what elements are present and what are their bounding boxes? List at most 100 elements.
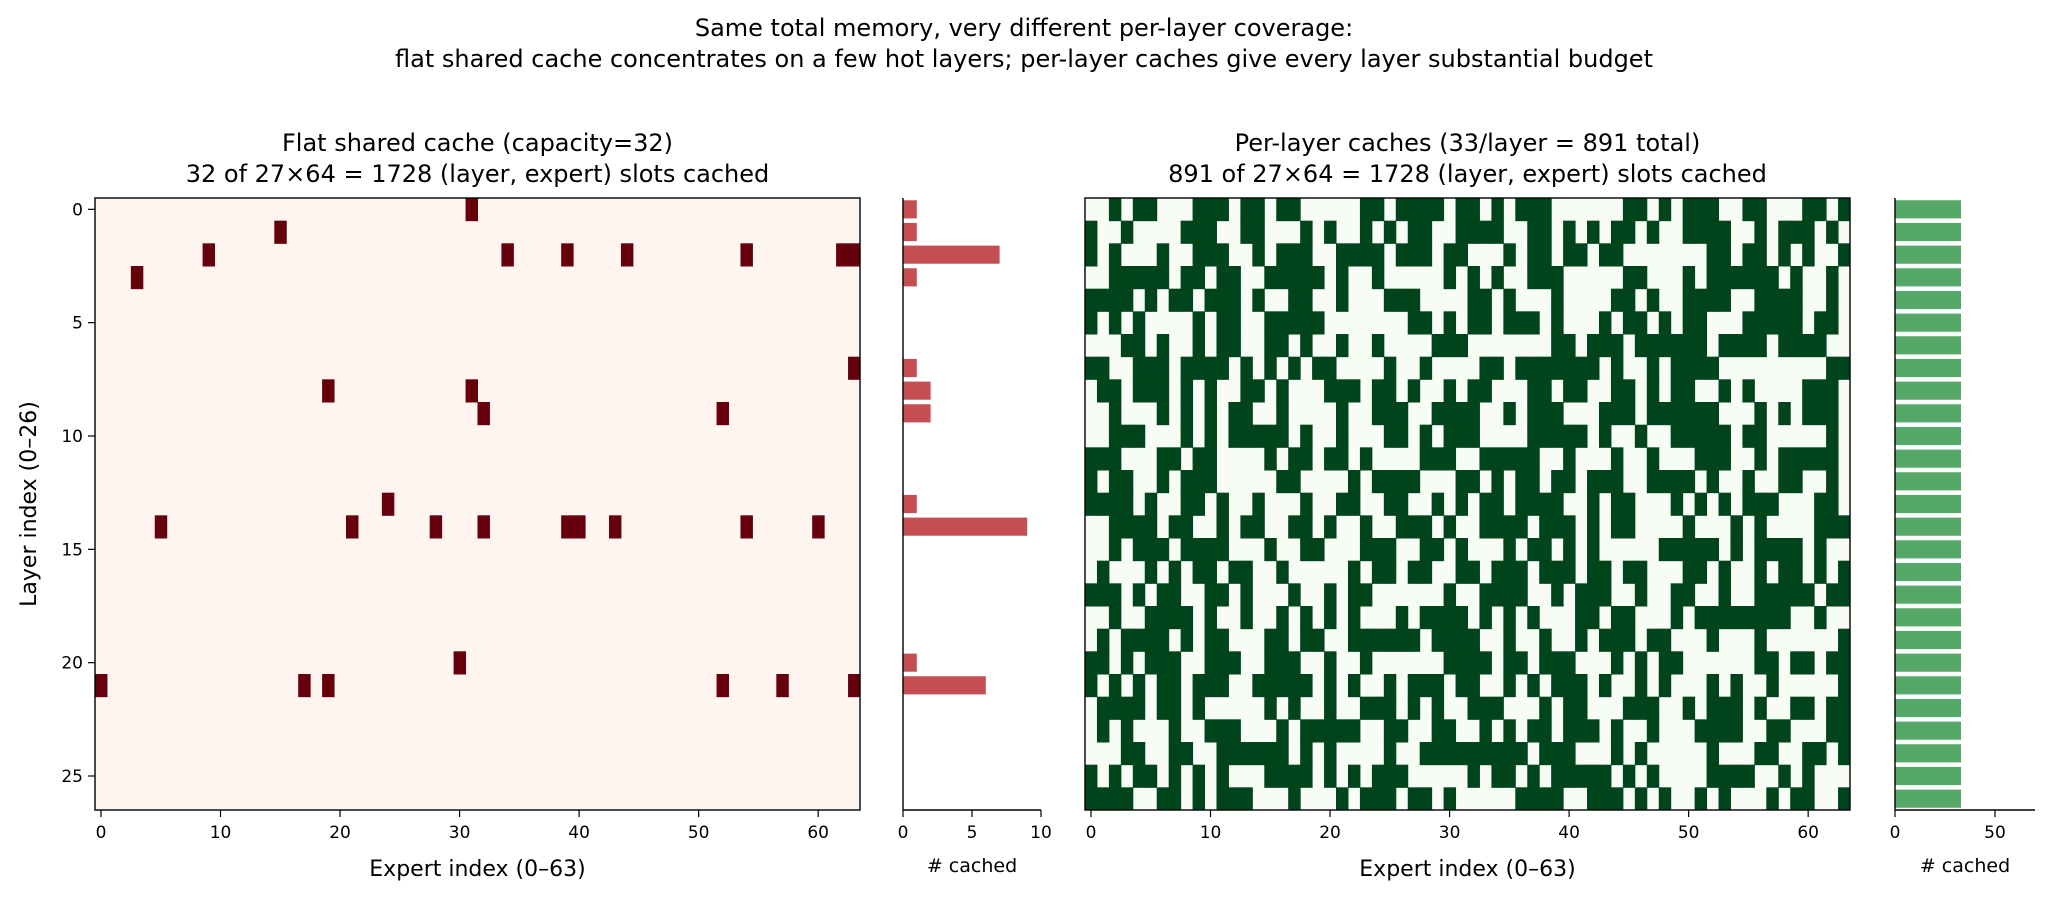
perlayer-heatmap-cell-cached: [1778, 334, 1791, 358]
perlayer-heatmap-cell-cached: [1838, 651, 1851, 675]
perlayer-heatmap-cell-cached: [1192, 696, 1206, 720]
perlayer-heatmap-cell-cached: [1395, 764, 1409, 788]
perlayer-heatmap-cell-cached: [1598, 243, 1612, 267]
perlayer-heatmap-cell-cached: [1443, 243, 1457, 267]
perlayer-heatmap-cell-cached: [1300, 243, 1313, 267]
perlayer-heatmap-cell-cached: [1610, 356, 1624, 380]
perlayer-heatmap-cell-cached: [1359, 696, 1373, 720]
perlayer-heatmap-cell-cached: [1467, 764, 1480, 788]
perlayer-heatmap-cell-cached: [1634, 742, 1648, 766]
perlayer-heatmap-cell-cached: [1407, 560, 1421, 584]
perlayer-heatmap-cell-cached: [1479, 696, 1492, 720]
flat-heatmap-cell-cached: [608, 515, 622, 539]
perlayer-heatmap-cell-cached: [1682, 560, 1696, 584]
perlayer-heatmap-cell-cached: [1431, 447, 1445, 471]
perlayer-heatmap-cell-cached: [1718, 583, 1731, 607]
perlayer-heatmap-cell-cached: [1527, 492, 1540, 516]
perlayer-heatmap-cell-cached: [1766, 674, 1779, 698]
perlayer-heatmap-cell-cached: [1551, 651, 1564, 675]
perlayer-heatmap-cell-cached: [1132, 515, 1146, 539]
perlayer-heatmap-cell-cached: [1622, 220, 1636, 244]
perlayer-heatmap-cell-cached: [1790, 560, 1803, 584]
perlayer-heatmap-cell-cached: [1491, 356, 1504, 380]
perlayer-heatmap-cell-cached: [1826, 266, 1839, 290]
perlayer-heatmap-cell-cached: [1264, 628, 1277, 652]
perlayer-heatmap-cell-cached: [1754, 651, 1767, 675]
perlayer-heatmap-cell-cached: [1096, 628, 1110, 652]
perlayer-heatmap-cell-cached: [1132, 674, 1146, 698]
perlayer-heatmap-cell-cached: [1096, 288, 1110, 312]
perlayer-heatmap-cell-cached: [1371, 402, 1385, 426]
perlayer-heatmap-cell-cached: [1120, 424, 1134, 448]
perlayer-heatmap-cell-cached: [1431, 334, 1445, 358]
perlayer-heatmap-cell-cached: [1634, 424, 1648, 448]
flat-heatmap-cell-cached: [573, 515, 586, 539]
perlayer-heatmap-cell-cached: [1108, 198, 1122, 222]
perlayer-heatmap-cell-cached: [1610, 719, 1624, 743]
perlayer-heatmap-cell-cached: [1120, 492, 1134, 516]
perlayer-heatmap-cell-cached: [1802, 651, 1815, 675]
flat-heatmap-ytick-label: 15: [61, 540, 83, 560]
perlayer-heatmap-cell-cached: [1718, 606, 1731, 630]
perlayer-heatmap-cell-cached: [1443, 787, 1457, 811]
flat-heatmap-cell-cached: [716, 402, 730, 426]
perlayer-heatmap-cell-cached: [1467, 424, 1480, 448]
flat-heatmap-cell-cached: [322, 674, 335, 698]
perlayer-heatmap-cell-cached: [1144, 538, 1158, 562]
perlayer-heatmap-cell-cached: [1455, 334, 1468, 358]
perlayer-heatmap-cell-cached: [1706, 220, 1720, 244]
flat-heatmap-xtick-label: 20: [329, 823, 351, 843]
perlayer-heatmap-cell-cached: [1670, 606, 1684, 630]
perlayer-heatmap-cell-cached: [1324, 515, 1337, 539]
perlayer-heatmap-cell-cached: [1192, 356, 1206, 380]
perlayer-heatmap-cell-cached: [1742, 266, 1755, 290]
perlayer-heatmap-xtick-label: 30: [1439, 823, 1461, 843]
perlayer-heatmap-cell-cached: [1395, 719, 1409, 743]
perlayer-heatmap-cell-cached: [1503, 719, 1516, 743]
perlayer-heatmap-cell-cached: [1300, 447, 1313, 471]
perlayer-heatmap-cell-cached: [1610, 742, 1624, 766]
perlayer-heatmap-cell-cached: [1276, 742, 1289, 766]
perlayer-heatmap-cell-cached: [1527, 764, 1540, 788]
perlayer-heatmap-cell-cached: [1180, 742, 1194, 766]
perlayer-heatmap-cell-cached: [1790, 470, 1803, 494]
perlayer-heatmap-frame: [1084, 197, 1851, 811]
perlayer-heatmap-cell-cached: [1634, 266, 1648, 290]
perlayer-heatmap-cell-cached: [1587, 560, 1600, 584]
perlayer-heatmap-cell-cached: [1598, 470, 1612, 494]
perlayer-heatmap-cell-cached: [1359, 787, 1373, 811]
perlayer-heatmap-cell-cached: [1646, 402, 1660, 426]
perlayer-heatmap-cell-cached: [1790, 288, 1803, 312]
perlayer-heatmap-cell-cached: [1443, 515, 1457, 539]
perlayer-heatmap-cell-cached: [1228, 402, 1241, 426]
perlayer-heatmap-cell-cached: [1120, 266, 1134, 290]
perlayer-heatmap-cell-cached: [1610, 470, 1624, 494]
perlayer-heatmap-cell-cached: [1622, 628, 1636, 652]
perlayer-heatmap-cell-cached: [1276, 674, 1289, 698]
perlayer-heatmap-cell-cached: [1730, 538, 1743, 562]
perlayer-heatmap-cell-cached: [1108, 764, 1122, 788]
perlayer-counts-bar: [1895, 472, 1961, 491]
perlayer-heatmap-cell-cached: [1180, 470, 1194, 494]
flat-counts-bar: [903, 517, 1028, 536]
perlayer-heatmap-cell-cached: [1443, 628, 1457, 652]
perlayer-heatmap-cell-cached: [1252, 243, 1265, 267]
perlayer-heatmap-cell-cached: [1192, 538, 1206, 562]
perlayer-heatmap-cell-cached: [1383, 628, 1397, 652]
perlayer-heatmap-cell-cached: [1120, 288, 1134, 312]
perlayer-heatmap-cell-cached: [1563, 764, 1576, 788]
perlayer-heatmap-cell-cached: [1264, 742, 1277, 766]
perlayer-counts-bar: [1895, 630, 1961, 650]
perlayer-heatmap-cell-cached: [1312, 628, 1325, 652]
perlayer-heatmap-cell-cached: [1156, 651, 1170, 675]
perlayer-heatmap-cell-cached: [1144, 356, 1158, 380]
perlayer-heatmap-cell-cached: [1718, 492, 1731, 516]
perlayer-heatmap-cell-cached: [1371, 266, 1385, 290]
perlayer-heatmap-cell-cached: [1479, 492, 1492, 516]
perlayer-heatmap-cell-cached: [1515, 742, 1528, 766]
perlayer-heatmap-cell-cached: [1347, 674, 1361, 698]
flat-heatmap-xtick-label: 10: [210, 823, 232, 843]
perlayer-heatmap-cell-cached: [1288, 515, 1301, 539]
perlayer-heatmap-cell-cached: [1634, 583, 1648, 607]
perlayer-heatmap-cell-cached: [1682, 470, 1696, 494]
